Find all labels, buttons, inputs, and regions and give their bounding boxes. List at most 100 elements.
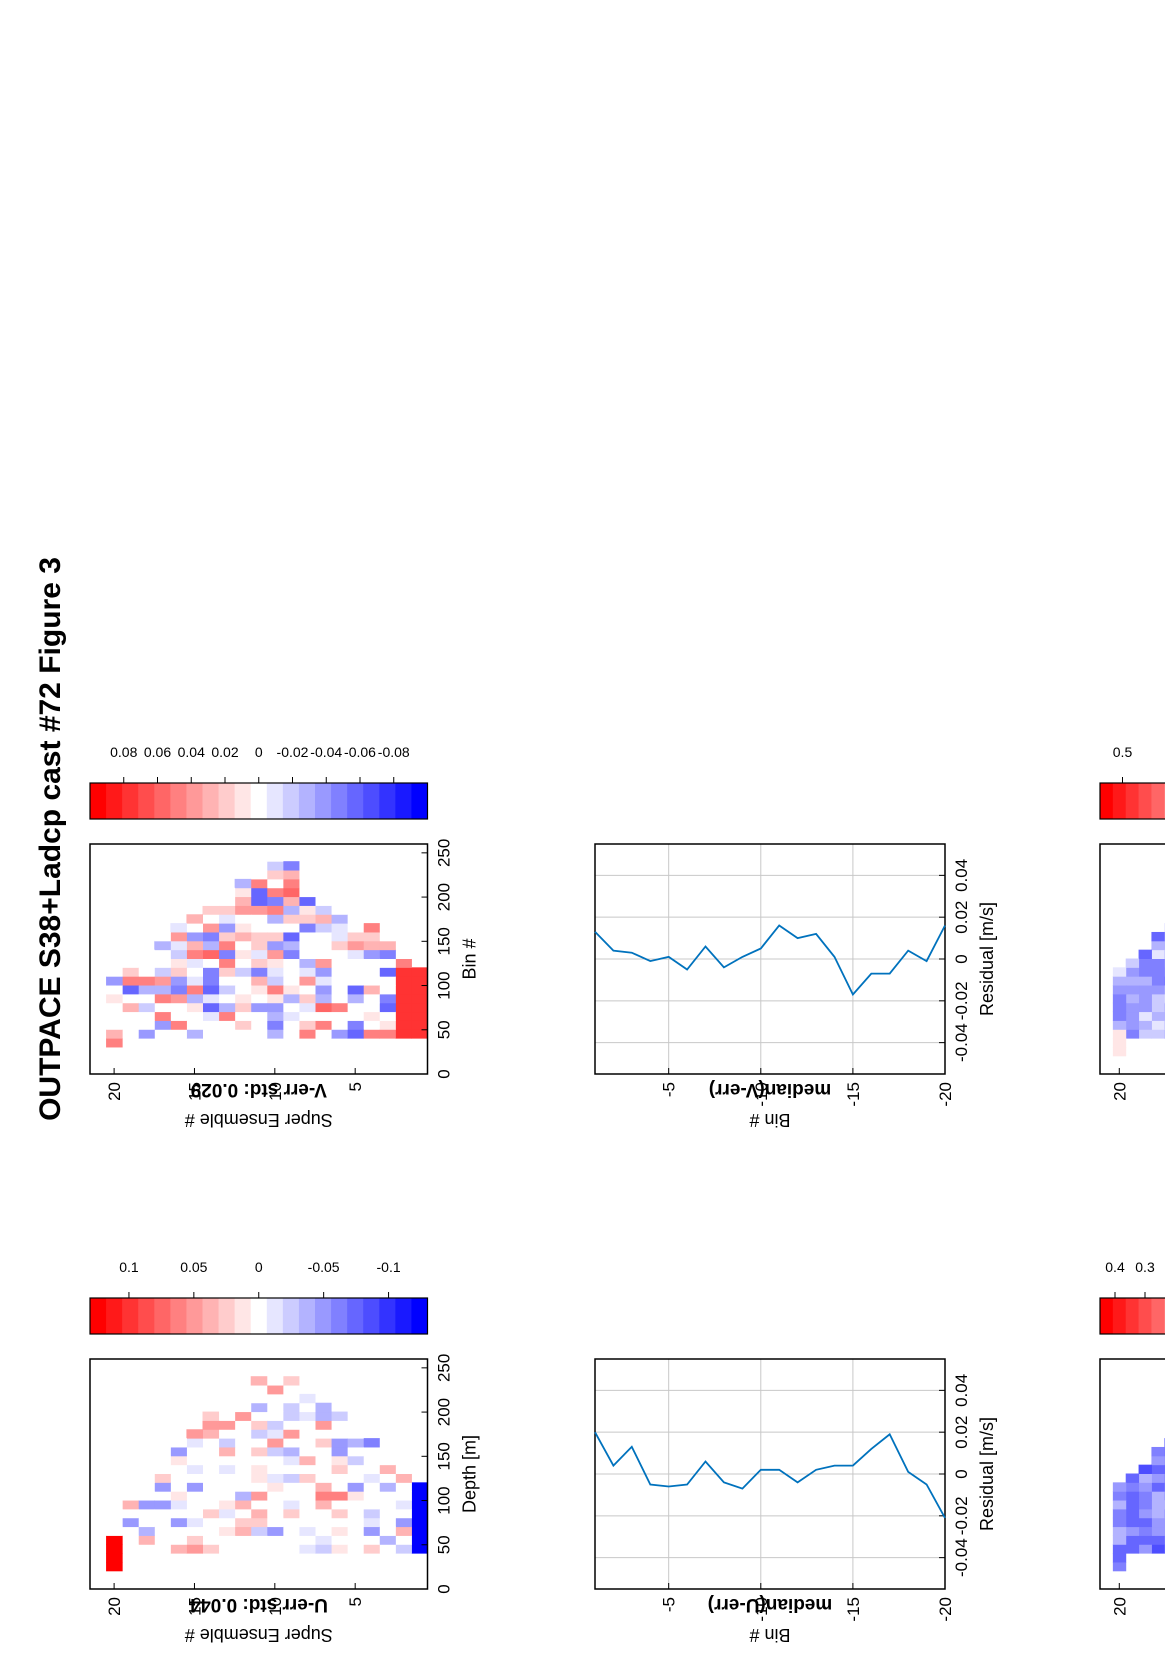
y-tick-label: -10 xyxy=(752,1597,771,1622)
heatmap-cell xyxy=(347,967,364,977)
heatmap-cell xyxy=(170,1029,187,1039)
heatmap-cell xyxy=(202,905,220,915)
heatmap-cell xyxy=(106,967,123,977)
heatmap-cell xyxy=(106,985,123,995)
heatmap-cell xyxy=(282,993,300,1004)
heatmap-cell xyxy=(170,949,187,959)
heatmap-cell xyxy=(202,1411,220,1421)
heatmap-cell xyxy=(363,1011,380,1021)
heatmap-cell xyxy=(347,1011,364,1021)
heatmap-cell xyxy=(347,923,364,933)
heatmap-cell xyxy=(1151,1464,1165,1474)
heatmap-cell xyxy=(379,958,396,968)
heatmap-cell xyxy=(1151,1544,1165,1554)
heatmap-cell xyxy=(331,1438,348,1448)
heatmap-cell xyxy=(218,1429,236,1439)
heatmap-cell xyxy=(363,1455,380,1466)
heatmap-cell xyxy=(331,931,348,942)
heatmap-cell xyxy=(315,1002,332,1013)
y-tick-label: 100 xyxy=(435,971,454,999)
heatmap-cell xyxy=(170,1438,187,1448)
heatmap-cell xyxy=(138,967,155,977)
heatmap-cell xyxy=(315,1508,332,1519)
x-tick-label: 20 xyxy=(105,1597,124,1616)
heatmap-cell xyxy=(315,1544,332,1554)
heatmap-cell xyxy=(266,923,284,933)
heatmap-cell xyxy=(266,1508,284,1519)
colorbar-cell xyxy=(138,1298,155,1334)
heatmap-cell xyxy=(298,1455,316,1466)
heatmap-cell xyxy=(1125,976,1140,986)
heatmap-cell xyxy=(234,1429,252,1439)
heatmap-cell xyxy=(234,1455,252,1466)
heatmap-cell xyxy=(363,1020,380,1030)
heatmap-cell xyxy=(1125,1029,1140,1039)
heatmap-cell xyxy=(282,861,300,871)
heatmap-cell xyxy=(1151,976,1165,986)
heatmap-cell xyxy=(202,1500,220,1510)
heatmap-cell xyxy=(411,976,428,986)
heatmap-cell xyxy=(298,958,316,968)
heatmap-cell xyxy=(122,993,139,1004)
heatmap-cell xyxy=(234,1491,252,1501)
heatmap-cell xyxy=(218,931,236,942)
heatmap-cell xyxy=(186,1526,204,1536)
heatmap-cell xyxy=(331,1500,348,1510)
y-tick-label: -15 xyxy=(844,1082,863,1107)
heatmap-cell xyxy=(1138,967,1152,977)
heatmap-cell xyxy=(315,1420,332,1430)
heatmap-cell xyxy=(250,1429,268,1439)
axis-label-depth: Bin # xyxy=(460,938,480,979)
heatmap-cell xyxy=(363,1029,380,1039)
heatmap-cell xyxy=(395,1526,412,1536)
heatmap-cell xyxy=(282,1482,300,1492)
heatmap-cell xyxy=(250,993,268,1004)
heatmap-cell xyxy=(347,1526,364,1536)
heatmap-cell xyxy=(282,870,300,880)
heatmap-cell xyxy=(234,1420,252,1430)
heatmap-cell xyxy=(138,993,155,1004)
heatmap-cell xyxy=(379,1464,396,1474)
heatmap-cell xyxy=(266,896,284,906)
heatmap-cell xyxy=(266,1464,284,1474)
heatmap-cell xyxy=(250,958,268,968)
heatmap-cell xyxy=(170,1526,187,1536)
heatmap-cell xyxy=(234,878,252,889)
heatmap-cell xyxy=(379,1011,396,1021)
colorbar-cell xyxy=(411,1298,428,1334)
heatmap-cell xyxy=(298,1011,316,1021)
heatmap-cell xyxy=(154,1029,171,1039)
heatmap-cell xyxy=(347,993,364,1004)
colorbar-cell xyxy=(315,783,332,819)
heatmap-cell xyxy=(315,993,332,1004)
colorbar-cell xyxy=(90,783,107,819)
heatmap-cell xyxy=(298,914,316,924)
heatmap-cell xyxy=(395,1508,412,1519)
heatmap-cell xyxy=(186,985,204,995)
heatmap-cell xyxy=(331,1517,348,1528)
heatmap-cell xyxy=(122,1535,139,1545)
panel-title: V-err std: 0.029 xyxy=(191,1079,327,1100)
heatmap-cell xyxy=(218,1508,236,1519)
heatmap-cell xyxy=(298,931,316,942)
colorbar-cell xyxy=(1125,783,1140,819)
y-tick-label: 150 xyxy=(435,927,454,955)
heatmap-cell xyxy=(218,1517,236,1528)
x-tick-label: 0.02 xyxy=(952,1416,971,1449)
heatmap-cell xyxy=(250,887,268,898)
heatmap-cell xyxy=(202,1438,220,1448)
heatmap-cell xyxy=(1151,1517,1165,1528)
heatmap-cell xyxy=(315,1429,332,1439)
axis-label-residual: Residual [m/s] xyxy=(977,1417,997,1531)
heatmap-cell xyxy=(218,940,236,951)
heatmap-cell xyxy=(138,1464,155,1474)
heatmap-cell xyxy=(363,1438,380,1448)
heatmap-cell xyxy=(170,1517,187,1528)
heatmap-cell xyxy=(331,940,348,951)
rotated-landscape: OUTPACE S38+Ladcp cast #72 Figure 3 0501… xyxy=(34,557,1165,1645)
colorbar-cell xyxy=(411,783,428,819)
axis-label-ensemble: Super Ensemble # xyxy=(185,1110,333,1130)
heatmap-cell xyxy=(282,931,300,942)
colorbar-tick-label: 0.04 xyxy=(178,744,205,760)
